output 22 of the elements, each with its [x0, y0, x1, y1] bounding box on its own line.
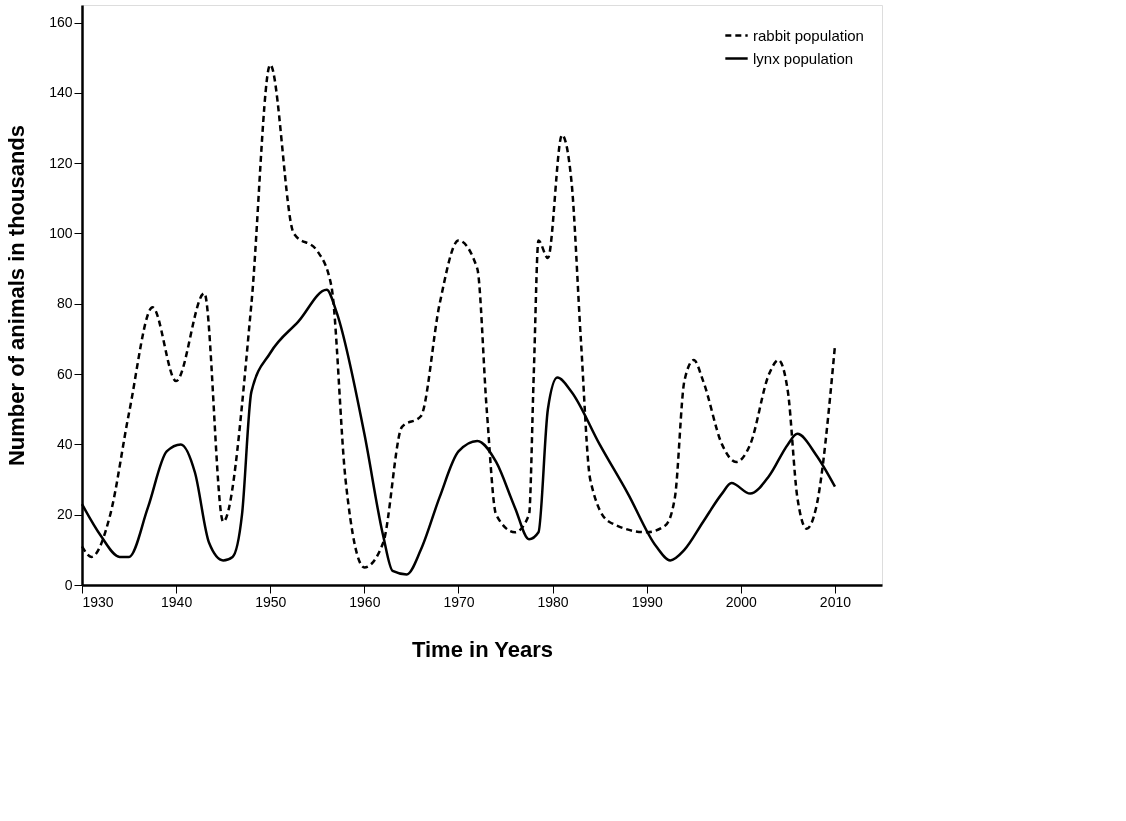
y-tick-label: 20 [56, 506, 73, 523]
y-tick-label: 160 [49, 14, 73, 31]
y-tick-label: 120 [49, 154, 73, 171]
y-tick-label: 140 [49, 84, 73, 101]
x-tick-label: 1930 [82, 593, 114, 610]
x-tick-label: 1950 [255, 593, 287, 610]
y-tick-label: 40 [56, 435, 73, 452]
legend-label: rabbit population [753, 26, 864, 44]
x-tick-label: 1990 [631, 593, 663, 610]
x-tick-label: 1980 [537, 593, 569, 610]
legend-label: lynx population [753, 49, 854, 67]
x-tick-label: 2010 [819, 593, 852, 610]
x-tick-label: 2000 [725, 593, 758, 610]
x-tick-label: 1960 [349, 593, 381, 610]
y-axis-title: Number of animals in thousands [4, 124, 30, 467]
y-tick-label: 80 [56, 295, 73, 312]
y-tick-label: 100 [49, 224, 73, 241]
y-tick-label: 60 [56, 365, 73, 382]
x-tick-label: 1970 [443, 593, 475, 610]
y-tick-label: 0 [64, 576, 73, 593]
x-axis-title: Time in Years [411, 636, 554, 662]
x-tick-label: 1940 [161, 593, 193, 610]
